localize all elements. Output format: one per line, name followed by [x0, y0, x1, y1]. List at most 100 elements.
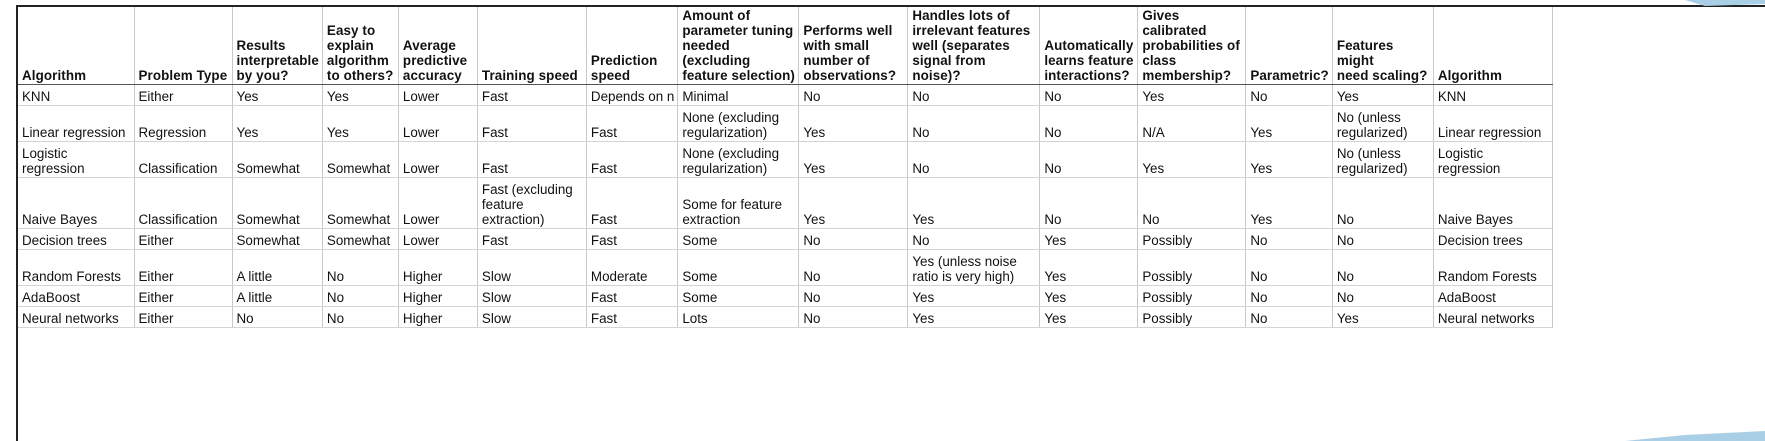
table-cell[interactable]: Somewhat	[232, 141, 323, 178]
table-cell[interactable]: A little	[232, 285, 323, 307]
table-cell[interactable]: No	[798, 228, 909, 250]
table-cell[interactable]: No	[1332, 177, 1434, 229]
table-cell[interactable]: Higher	[398, 285, 478, 307]
column-header[interactable]: Easy to explain algorithm to others?	[322, 7, 399, 85]
table-cell[interactable]: Yes	[907, 306, 1041, 328]
table-cell[interactable]: Either	[134, 285, 233, 307]
table-cell[interactable]: Yes	[1245, 105, 1333, 142]
table-cell[interactable]: Possibly	[1137, 306, 1247, 328]
table-cell[interactable]: No	[1245, 249, 1333, 286]
table-cell[interactable]: Yes	[322, 105, 399, 142]
table-cell[interactable]: Either	[134, 84, 233, 106]
table-cell[interactable]: Yes	[1332, 84, 1434, 106]
column-header[interactable]: Performs well with small number of obser…	[798, 7, 909, 85]
table-cell[interactable]: Somewhat	[232, 177, 323, 229]
table-cell[interactable]: Yes	[1245, 141, 1333, 178]
table-cell[interactable]: Fast (excluding feature extraction)	[477, 177, 587, 229]
table-cell[interactable]: Fast	[586, 306, 679, 328]
table-cell[interactable]: No	[1245, 285, 1333, 307]
table-cell[interactable]: Fast	[477, 84, 587, 106]
table-cell[interactable]: None (excluding regularization)	[677, 141, 800, 178]
table-cell[interactable]: No	[1039, 141, 1139, 178]
table-cell[interactable]: Moderate	[586, 249, 679, 286]
table-cell[interactable]: Fast	[586, 105, 679, 142]
table-cell[interactable]: Decision trees	[18, 228, 135, 250]
column-header[interactable]: Parametric?	[1245, 7, 1333, 85]
table-cell[interactable]: Naive Bayes	[18, 177, 135, 229]
table-cell[interactable]: Some	[677, 285, 800, 307]
column-header[interactable]: Features might need scaling?	[1332, 7, 1434, 85]
table-cell[interactable]: Lower	[398, 228, 478, 250]
table-cell[interactable]: Yes	[1039, 228, 1139, 250]
table-cell[interactable]: No	[1245, 228, 1333, 250]
table-cell[interactable]: A little	[232, 249, 323, 286]
table-cell[interactable]: Classification	[134, 141, 233, 178]
column-header[interactable]: Training speed	[477, 7, 587, 85]
table-cell[interactable]: Yes	[798, 105, 909, 142]
table-cell[interactable]: Random Forests	[18, 249, 135, 286]
table-cell[interactable]: Yes	[232, 84, 323, 106]
table-cell[interactable]: Logistic regression	[1433, 141, 1553, 178]
table-cell[interactable]: No	[232, 306, 323, 328]
table-cell[interactable]: Yes	[1137, 141, 1247, 178]
table-cell[interactable]: Yes	[798, 141, 909, 178]
table-cell[interactable]: Fast	[477, 105, 587, 142]
table-cell[interactable]: Some for feature extraction	[677, 177, 800, 229]
table-cell[interactable]: No	[1332, 228, 1434, 250]
table-cell[interactable]: Decision trees	[1433, 228, 1553, 250]
table-cell[interactable]: Yes	[1039, 285, 1139, 307]
table-cell[interactable]: Neural networks	[18, 306, 135, 328]
table-cell[interactable]: No	[798, 84, 909, 106]
table-cell[interactable]: Slow	[477, 306, 587, 328]
table-cell[interactable]: AdaBoost	[1433, 285, 1553, 307]
table-cell[interactable]: Lower	[398, 141, 478, 178]
table-cell[interactable]: AdaBoost	[18, 285, 135, 307]
table-cell[interactable]: Fast	[586, 228, 679, 250]
table-cell[interactable]: Fast	[586, 141, 679, 178]
table-cell[interactable]: KNN	[18, 84, 135, 106]
column-header[interactable]: Handles lots of irrelevant features well…	[907, 7, 1041, 85]
table-cell[interactable]: Fast	[477, 141, 587, 178]
table-cell[interactable]: No	[1137, 177, 1247, 229]
table-cell[interactable]: Lower	[398, 105, 478, 142]
table-cell[interactable]: Slow	[477, 285, 587, 307]
table-cell[interactable]: Some	[677, 249, 800, 286]
table-cell[interactable]: Regression	[134, 105, 233, 142]
column-header[interactable]: Automatically learns feature interaction…	[1039, 7, 1139, 85]
table-cell[interactable]: Fast	[586, 285, 679, 307]
table-cell[interactable]: Yes	[907, 285, 1041, 307]
table-cell[interactable]: Either	[134, 306, 233, 328]
table-cell[interactable]: Fast	[477, 228, 587, 250]
table-cell[interactable]: Yes	[1245, 177, 1333, 229]
column-header[interactable]: Algorithm	[18, 7, 135, 85]
table-cell[interactable]: No	[1332, 249, 1434, 286]
table-cell[interactable]: No	[1332, 285, 1434, 307]
table-cell[interactable]: No	[798, 249, 909, 286]
table-cell[interactable]: Slow	[477, 249, 587, 286]
table-cell[interactable]: Yes	[1137, 84, 1247, 106]
table-cell[interactable]: Yes	[907, 177, 1041, 229]
table-cell[interactable]: Lots	[677, 306, 800, 328]
table-cell[interactable]: Yes (unless noise ratio is very high)	[907, 249, 1041, 286]
table-cell[interactable]: Possibly	[1137, 228, 1247, 250]
table-cell[interactable]: No	[1245, 306, 1333, 328]
table-cell[interactable]: Either	[134, 228, 233, 250]
table-cell[interactable]: No	[322, 285, 399, 307]
table-cell[interactable]: No	[1039, 105, 1139, 142]
table-cell[interactable]: Yes	[1039, 306, 1139, 328]
table-cell[interactable]: No (unless regularized)	[1332, 141, 1434, 178]
table-cell[interactable]: Lower	[398, 84, 478, 106]
table-cell[interactable]: No	[907, 84, 1041, 106]
table-cell[interactable]: Some	[677, 228, 800, 250]
table-cell[interactable]: Neural networks	[1433, 306, 1553, 328]
table-cell[interactable]: No	[798, 285, 909, 307]
table-cell[interactable]: Minimal	[677, 84, 800, 106]
table-cell[interactable]: Yes	[232, 105, 323, 142]
table-cell[interactable]: Fast	[586, 177, 679, 229]
table-cell[interactable]: No	[322, 249, 399, 286]
table-cell[interactable]: No	[907, 141, 1041, 178]
table-cell[interactable]: Possibly	[1137, 249, 1247, 286]
table-cell[interactable]: No	[1245, 84, 1333, 106]
table-cell[interactable]: Somewhat	[322, 141, 399, 178]
column-header[interactable]: Prediction speed	[586, 7, 679, 85]
